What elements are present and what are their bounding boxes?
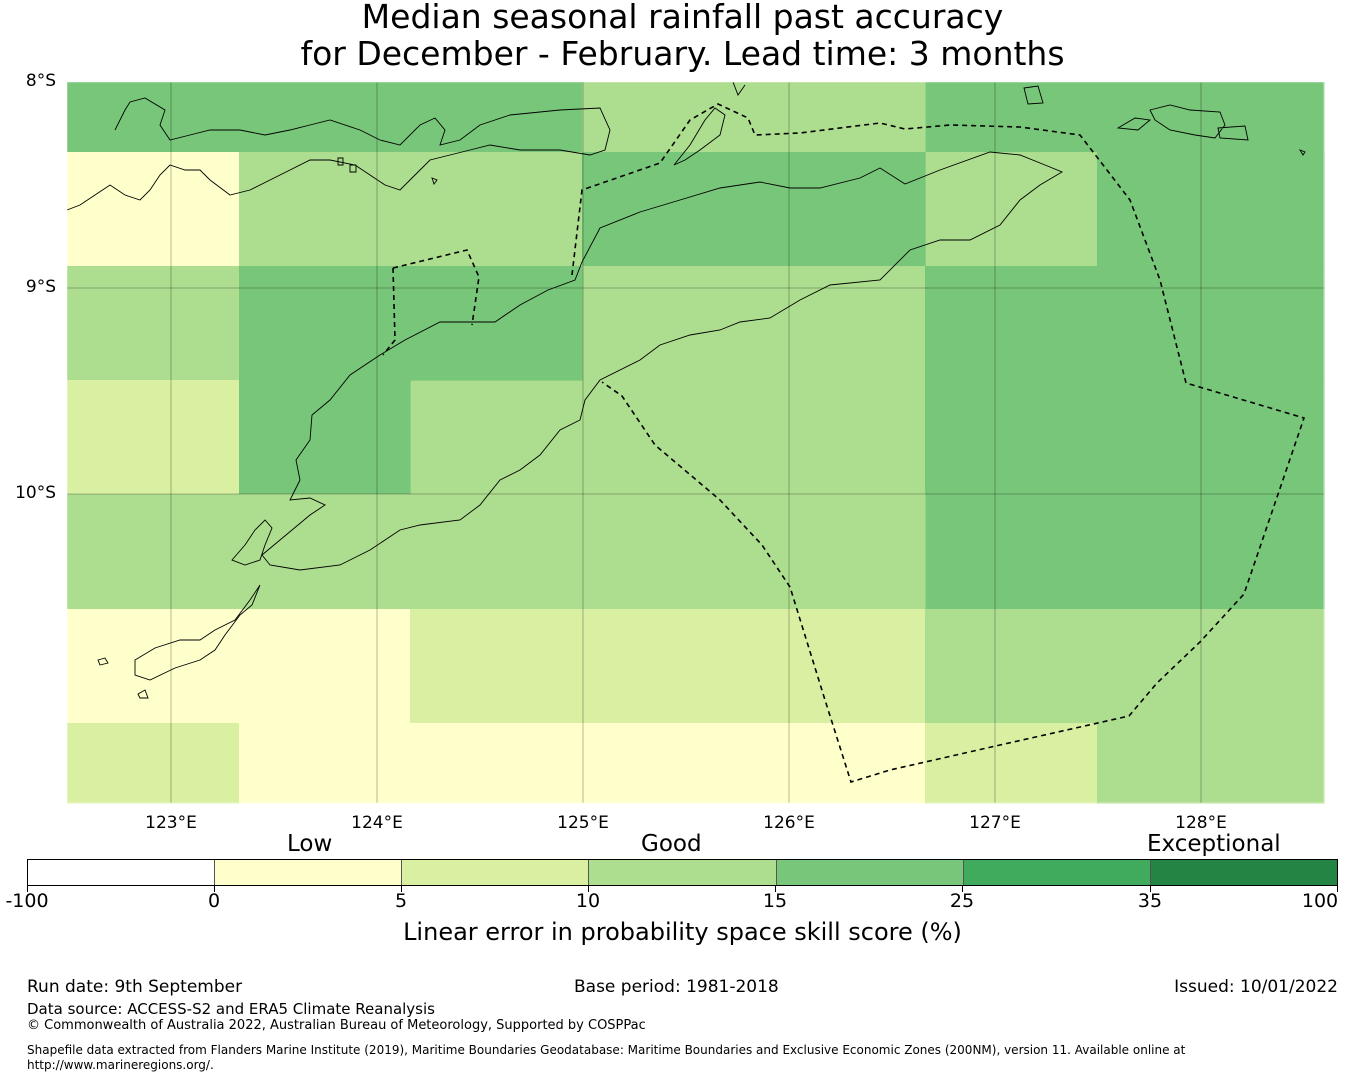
coastline-outlines [66,81,1306,699]
wetar-north-coastline [732,81,746,96]
skill-cell-good-high [582,152,926,267]
skill-cell-good-high [925,82,1011,153]
skill-cell-good [239,152,583,267]
colorbar-tick-label-0: 0 [207,890,221,912]
skill-cell-low [67,609,411,724]
lat-label-10s: 10°S [15,483,56,503]
legend-category-low: Low [287,831,333,857]
colorbar-tick-label-15: 15 [762,890,788,912]
colorbar-segment-25-35 [963,860,1151,885]
skill-cell-good-high [320,82,411,153]
skill-cell-good-high [1290,82,1325,153]
data-source: Data source: ACCESS-S2 and ERA5 Climate … [27,1000,435,1018]
lon-label-124e: 124°E [351,813,403,833]
skill-cell-good-high [170,82,241,153]
colorbar-tick [1337,886,1338,892]
alor-islands-coastline [66,97,611,211]
skill-cell-good-high [925,266,1325,610]
skill-cell-good-high [1097,82,1151,153]
colorbar-segment-35-100 [1150,860,1337,885]
leti-coastline [1116,104,1249,141]
colorbar-segment-15-25 [776,860,964,885]
issued-date: Issued: 10/01/2022 [1174,977,1338,997]
skill-cell-low [67,152,240,267]
skill-cell-good-high [1200,82,1251,153]
run-date: Run date: 9th September [27,977,243,997]
rote-coastline [97,584,261,699]
lat-label-8s: 8°S [25,71,56,91]
colorbar-tick [1150,886,1151,892]
semau-coastline [231,519,273,566]
legend-colorbar [27,859,1338,886]
skill-grid-cells [67,82,1325,804]
lon-label-126e: 126°E [763,813,815,833]
skill-cell-good-mid [410,609,926,724]
timor-coastline [261,151,1064,571]
colorbar-tick-label-10: 10 [575,890,601,912]
legend-category-good: Good [641,831,702,857]
colorbar-segment-below-zero [28,860,216,885]
skill-cell-good [925,152,1098,267]
kisar-coastline [1023,85,1044,105]
skill-cell-good-high [1150,82,1201,153]
legend-category-exceptional: Exceptional [1147,831,1281,857]
skill-cell-good [410,380,583,495]
base-period: Base period: 1981-2018 [574,977,779,997]
skill-cell-good-high [240,82,321,153]
skill-cell-good-high [239,266,411,495]
colorbar-tick-label-100: 100 [1301,890,1339,912]
colorbar-axis-label: Linear error in probability space skill … [403,918,962,946]
skill-cell-good-high [410,266,583,381]
colorbar-tick-label-25: 25 [949,890,975,912]
colorbar-tick [214,886,215,892]
lon-label-123e: 123°E [145,813,197,833]
lon-label-128e: 128°E [1175,813,1227,833]
chart-title-line1: Median seasonal rainfall past accuracy [361,0,1004,36]
wetar-coastline [673,107,726,166]
colorbar-tick [401,886,402,892]
skill-cell-good-high [1250,82,1291,153]
small-island-2 [337,157,438,185]
lat-lon-gridlines [67,82,1324,803]
skill-cell-good-high [500,82,583,153]
skill-cell-good [925,609,1325,724]
lat-label-9s: 9°S [25,277,56,297]
small-island-1 [1298,149,1306,156]
skill-cell-good [582,82,756,153]
skill-cell-good-high [1097,152,1325,267]
colorbar-tick [775,886,776,892]
colorbar-segment-5-10 [402,860,590,885]
skill-cell-good [1097,723,1325,804]
colorbar-tick-label-minus100: -100 [5,890,49,912]
skill-cell-good-mid [67,380,240,495]
skill-cell-good-high [410,82,501,153]
skill-cell-good [67,494,926,610]
skill-cell-good-mid [67,723,240,804]
skill-cell-low [239,723,926,804]
map-frame [66,81,1325,804]
colorbar-tick [588,886,589,892]
skill-cell-good [67,266,240,381]
colorbar-tick [962,886,963,892]
skill-cell-good-high [1010,82,1098,153]
colorbar-tick-label-5: 5 [394,890,408,912]
colorbar-segment-0-5 [215,860,403,885]
colorbar-segment-10-15 [589,860,777,885]
skill-cell-good [755,82,926,153]
chart-title-line2: for December - February. Lead time: 3 mo… [300,34,1065,73]
skill-cell-good-mid [925,723,1098,804]
lon-label-125e: 125°E [557,813,609,833]
copyright-notice: © Commonwealth of Australia 2022, Austra… [27,1018,646,1033]
skill-cell-good-high [67,82,171,153]
colorbar-tick [27,886,28,892]
shapefile-credit: Shapefile data extracted from Flanders M… [27,1043,1186,1072]
eez-boundary-north [382,103,1306,783]
colorbar-tick-label-35: 35 [1137,890,1163,912]
lon-label-127e: 127°E [969,813,1021,833]
